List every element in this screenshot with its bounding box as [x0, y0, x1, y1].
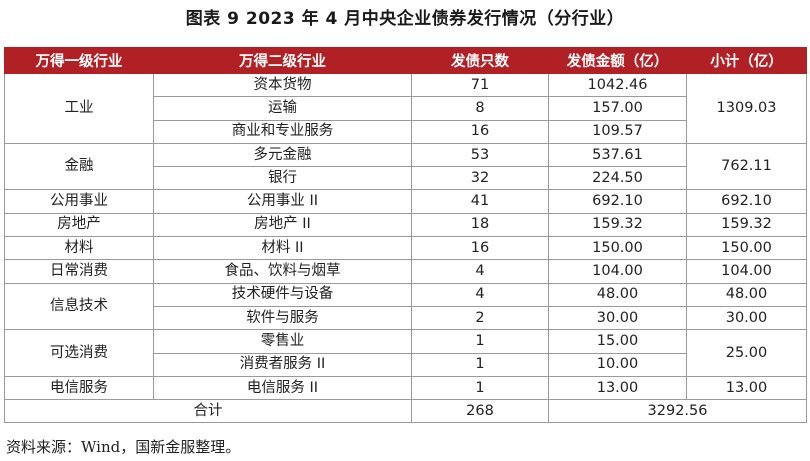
level2-industry-cell: 房地产 II: [153, 212, 412, 238]
level2-industry-cell: 零售业: [153, 329, 412, 354]
bond-count-cell: 8: [411, 96, 549, 121]
level2-industry-cell: 商业和专业服务: [153, 119, 412, 144]
header-level1-industry: 万得一级行业: [4, 47, 154, 74]
table-row: 消费者服务 II 1 10.00: [5, 352, 807, 377]
level2-industry-cell: 银行: [153, 166, 412, 191]
bond-amount-cell: 104.00: [548, 259, 687, 284]
bond-amount-cell: 224.50: [548, 166, 687, 191]
total-count-cell: 268: [411, 399, 549, 424]
bond-amount-cell: 48.00: [548, 282, 687, 307]
subtotal-cell: 30.00: [686, 305, 807, 331]
level1-industry-cell: 工业: [4, 73, 154, 144]
level1-industry-cell: 电信服务: [4, 375, 154, 401]
table-row: 日常消费 食品、饮料与烟草 4 104.00 104.00: [4, 259, 807, 284]
subtotal-cell: 104.00: [686, 259, 807, 284]
table-row: 银行 32 224.50: [5, 166, 807, 191]
subtotal-cell: 48.00: [686, 282, 807, 307]
table-row: 房地产 房地产 II 18 159.32 159.32: [4, 212, 807, 238]
bond-amount-cell: 13.00: [548, 375, 687, 401]
table-row: 软件与服务 2 30.00 30.00: [5, 305, 807, 331]
level1-industry-cell: 材料: [4, 236, 154, 261]
bond-amount-cell: 159.32: [548, 212, 687, 238]
level1-industry-cell: 房地产: [4, 212, 154, 238]
bond-count-cell: 16: [411, 236, 549, 261]
level2-industry-cell: 多元金融: [153, 142, 412, 168]
bond-amount-cell: 10.00: [548, 352, 687, 377]
bond-count-cell: 4: [411, 282, 549, 307]
level1-industry-cell: 可选消费: [4, 329, 154, 377]
level2-industry-cell: 软件与服务: [153, 305, 412, 331]
bond-count-cell: 1: [411, 352, 549, 377]
level2-industry-cell: 材料 II: [153, 236, 412, 261]
level1-industry-cell: 金融: [4, 142, 154, 191]
bond-issuance-table: 万得一级行业 万得二级行业 发债只数 发债金额（亿） 小计（亿） 工业 资本货物…: [4, 47, 807, 424]
table-row: 运输 8 157.00: [5, 96, 807, 121]
bond-count-cell: 2: [411, 305, 549, 331]
table-row: 可选消费 零售业 1 15.00 25.00: [4, 329, 807, 377]
table-header-row: 万得一级行业 万得二级行业 发债只数 发债金额（亿） 小计（亿）: [4, 47, 807, 74]
header-subtotal: 小计（亿）: [686, 47, 807, 74]
subtotal-cell: 150.00: [686, 236, 807, 261]
bond-count-cell: 1: [411, 375, 549, 401]
bond-amount-cell: 692.10: [548, 189, 687, 214]
table-row: 金融 多元金融 53 537.61 762.11: [4, 142, 807, 191]
level1-industry-cell: 公用事业: [4, 189, 154, 214]
total-row: 合计 268 3292.56: [4, 399, 807, 424]
subtotal-cell: 1309.03: [686, 73, 807, 144]
bond-amount-cell: 150.00: [548, 236, 687, 261]
table-row: 公用事业 公用事业 II 41 692.10 692.10: [4, 189, 807, 214]
level2-industry-cell: 公用事业 II: [153, 189, 412, 214]
bond-amount-cell: 537.61: [548, 142, 687, 168]
table-row: 材料 材料 II 16 150.00 150.00: [4, 236, 807, 261]
subtotal-cell: 762.11: [686, 142, 807, 191]
bond-count-cell: 4: [411, 259, 549, 284]
bond-amount-cell: 109.57: [548, 119, 687, 144]
bond-count-cell: 18: [411, 212, 549, 238]
source-note: 资料来源：Wind，国新金服整理。: [6, 438, 241, 456]
total-label-cell: 合计: [4, 399, 412, 424]
bond-count-cell: 53: [411, 142, 549, 168]
bond-amount-cell: 30.00: [548, 305, 687, 331]
subtotal-cell: 159.32: [686, 212, 807, 238]
bond-amount-cell: 1042.46: [548, 72, 687, 98]
level2-industry-cell: 消费者服务 II: [153, 352, 412, 377]
header-bond-amount: 发债金额（亿）: [548, 47, 687, 74]
bond-count-cell: 41: [411, 189, 549, 214]
page-title: 图表 9 2023 年 4 月中央企业债券发行情况（分行业）: [185, 9, 625, 29]
level1-industry-cell: 信息技术: [4, 282, 154, 331]
level2-industry-cell: 电信服务 II: [153, 375, 412, 401]
level1-industry-cell: 日常消费: [4, 259, 154, 284]
table-row: 电信服务 电信服务 II 1 13.00 13.00: [4, 375, 807, 401]
table-row: 工业 资本货物 71 1042.46 1309.03: [4, 72, 807, 144]
header-level2-industry: 万得二级行业: [153, 47, 412, 74]
subtotal-cell: 25.00: [686, 329, 807, 377]
level2-industry-cell: 技术硬件与设备: [153, 282, 412, 307]
subtotal-cell: 13.00: [686, 375, 807, 401]
header-bond-count: 发债只数: [411, 47, 549, 74]
level2-industry-cell: 运输: [153, 96, 412, 121]
bond-count-cell: 32: [411, 166, 549, 191]
table-row: 信息技术 技术硬件与设备 4 48.00 48.00: [4, 282, 807, 331]
bond-count-cell: 16: [411, 119, 549, 144]
level2-industry-cell: 资本货物: [153, 72, 412, 98]
bond-amount-cell: 157.00: [548, 96, 687, 121]
level2-industry-cell: 食品、饮料与烟草: [153, 259, 412, 284]
bond-count-cell: 71: [411, 72, 549, 98]
bond-count-cell: 1: [411, 329, 549, 354]
total-amount-cell: 3292.56: [548, 399, 807, 424]
bond-amount-cell: 15.00: [548, 329, 687, 354]
subtotal-cell: 692.10: [686, 189, 807, 214]
